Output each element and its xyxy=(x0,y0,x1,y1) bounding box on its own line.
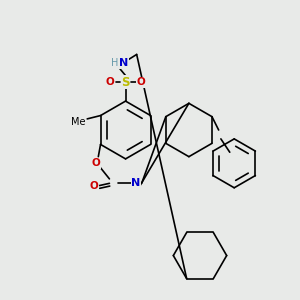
Text: S: S xyxy=(121,76,130,89)
Text: O: O xyxy=(137,77,146,87)
Text: Me: Me xyxy=(71,117,85,127)
Text: O: O xyxy=(89,181,98,190)
Text: H: H xyxy=(111,58,118,68)
Text: N: N xyxy=(119,58,128,68)
Text: O: O xyxy=(92,158,100,168)
Text: N: N xyxy=(131,178,141,188)
Text: O: O xyxy=(106,77,114,87)
